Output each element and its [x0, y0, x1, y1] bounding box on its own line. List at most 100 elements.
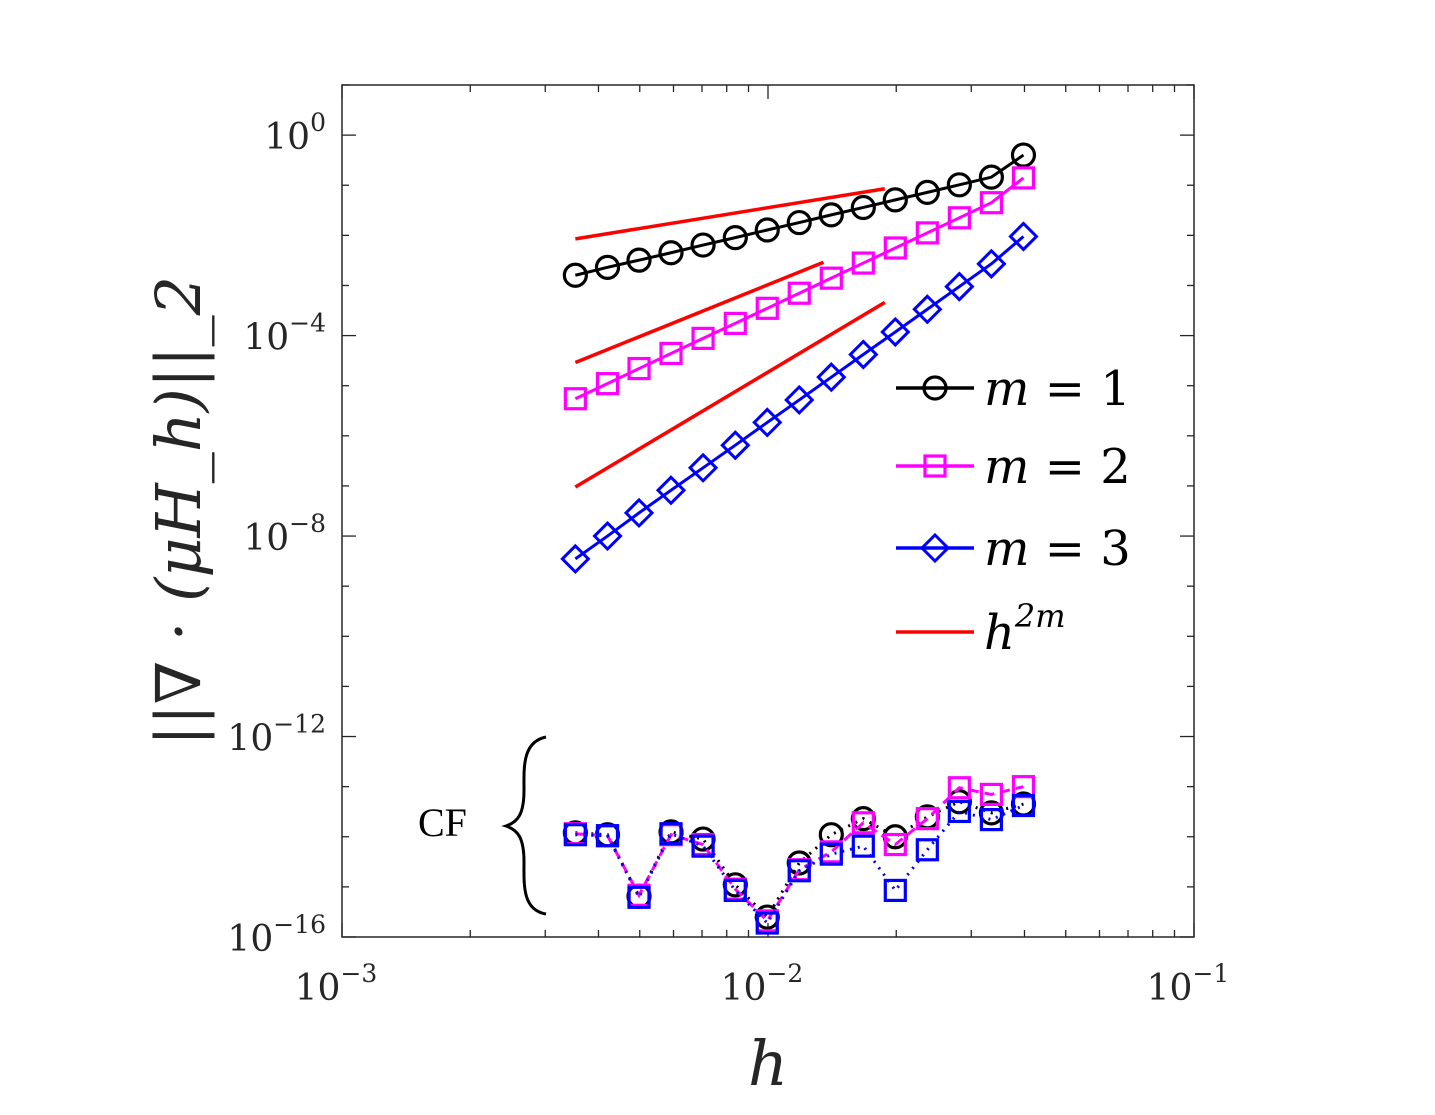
legend-entry-1: m = 1 — [896, 361, 1131, 417]
data-point — [851, 834, 875, 858]
data-point — [627, 885, 651, 909]
series-3 — [574, 187, 886, 489]
reference-line — [574, 260, 825, 365]
data-point — [659, 822, 683, 846]
tick-labels: 10−3 10−2 10−1 100 10−4 10−8 10−12 10−16 — [227, 108, 1229, 1009]
legend-swatch-marker — [922, 375, 948, 401]
data-point — [946, 172, 972, 198]
y-tick-label: 10−12 — [227, 710, 326, 760]
data-point — [562, 262, 588, 288]
data-point — [626, 247, 652, 273]
data-point — [851, 251, 875, 275]
data-point — [979, 782, 1003, 807]
data-point — [883, 236, 907, 260]
data-point — [787, 281, 811, 305]
data-point — [787, 859, 811, 883]
data-point — [883, 832, 907, 857]
data-point — [848, 339, 879, 370]
data-point — [818, 202, 844, 228]
plot-area — [342, 85, 1194, 937]
y-tick-label: 100 — [264, 108, 326, 158]
data-point — [880, 316, 911, 348]
legend-swatch-marker — [919, 532, 951, 564]
cf-annotation-text: CF — [418, 800, 467, 845]
data-point — [723, 878, 747, 903]
data-point — [563, 387, 587, 411]
data-point — [723, 311, 747, 336]
data-point — [819, 266, 843, 290]
x-tick-label: 10−2 — [721, 959, 804, 1009]
data-point — [976, 248, 1007, 279]
data-point — [627, 356, 651, 381]
data-point — [1011, 793, 1036, 818]
legend-entry-2: m = 2 — [896, 439, 1131, 495]
y-tick-label: 10−8 — [243, 509, 326, 559]
legend-swatch-marker — [923, 454, 947, 478]
data-point — [915, 838, 939, 862]
axes-box — [341, 84, 1195, 938]
data-point — [560, 543, 591, 575]
y-axis-label-text: ||∇ · (μH_h)||_2 — [142, 276, 215, 746]
data-point — [592, 520, 623, 552]
series-line — [574, 235, 1025, 561]
x-tick-label: 10−1 — [1147, 959, 1230, 1009]
data-point — [755, 296, 779, 320]
legend-label: m = 2 — [984, 439, 1131, 495]
series-1 — [563, 166, 1036, 411]
data-point — [978, 164, 1004, 190]
axis-ticks — [341, 84, 1195, 938]
data-point — [755, 911, 779, 935]
data-point — [944, 271, 975, 302]
reference-line — [574, 300, 886, 489]
data-point — [850, 194, 876, 221]
data-point — [1011, 166, 1036, 190]
cf-annotation: CF — [418, 735, 547, 916]
data-point — [720, 430, 751, 461]
cf-brace — [501, 735, 547, 916]
data-point — [947, 799, 971, 824]
data-point — [915, 807, 939, 831]
x-axis-label: h — [748, 1027, 788, 1100]
data-point — [786, 209, 812, 236]
data-point — [691, 834, 715, 858]
data-point — [754, 217, 780, 243]
legend: m = 1 m = 2 m = 3 h2m — [896, 361, 1131, 661]
series-6 — [563, 793, 1036, 935]
y-tick-label: 10−4 — [243, 309, 326, 359]
legend-label: h2m — [984, 597, 1066, 661]
data-point — [784, 384, 815, 416]
data-point — [851, 811, 875, 835]
data-point — [655, 475, 687, 506]
data-point — [659, 341, 683, 366]
data-point — [595, 824, 620, 848]
legend-entry-4: h2m — [896, 597, 1066, 661]
data-point — [1008, 221, 1039, 252]
data-point — [979, 808, 1003, 832]
data-point — [595, 372, 620, 396]
data-point — [563, 823, 587, 847]
data-point — [883, 878, 907, 903]
series-line — [575, 804, 1025, 926]
legend-label: m = 1 — [984, 361, 1131, 417]
data-point — [816, 362, 847, 393]
data-point — [687, 452, 719, 483]
series-layer — [560, 142, 1039, 935]
data-point — [752, 407, 783, 438]
data-point — [623, 497, 655, 529]
data-point — [947, 206, 971, 230]
data-point — [912, 294, 943, 325]
data-point — [1010, 142, 1037, 168]
data-point — [882, 187, 908, 213]
series-0 — [562, 142, 1037, 288]
y-tick-label: 10−16 — [227, 910, 326, 960]
data-point — [947, 776, 971, 800]
data-point — [915, 221, 939, 245]
data-point — [691, 326, 715, 350]
data-point — [690, 232, 716, 258]
series-2 — [560, 221, 1039, 575]
legend-label: m = 3 — [984, 521, 1131, 577]
data-point — [914, 179, 940, 205]
data-point — [979, 191, 1003, 215]
legend-entry-3: m = 3 — [896, 521, 1131, 577]
